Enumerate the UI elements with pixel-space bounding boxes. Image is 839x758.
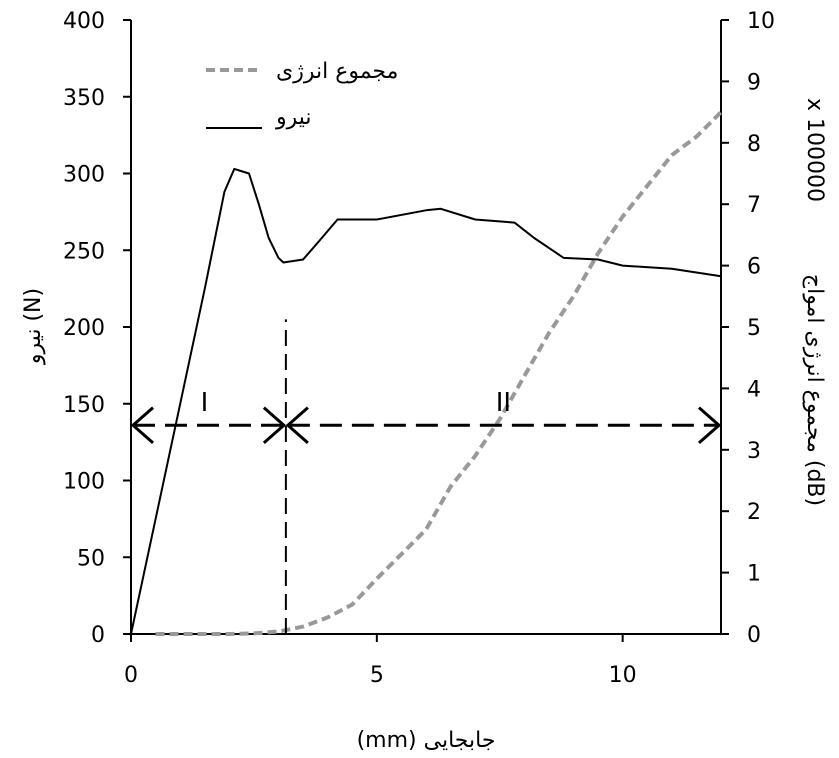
left-tick-label: 100 <box>63 470 105 495</box>
axes <box>131 20 721 634</box>
right-tick-label: 10 <box>747 9 775 34</box>
left-axis-title: نیرو (N) <box>21 288 46 365</box>
series-line-energy <box>156 112 721 634</box>
right-tick-label: 2 <box>747 500 761 525</box>
left-tick-label: 300 <box>63 163 105 188</box>
right-tick-label: 7 <box>747 193 761 218</box>
right-tick-label: 9 <box>747 70 761 95</box>
left-tick-label: 400 <box>63 9 105 34</box>
left-tick-label: 150 <box>63 393 105 418</box>
legend-label-force: نیرو <box>275 105 312 130</box>
right-tick-label: 4 <box>747 377 761 402</box>
left-tick-label: 200 <box>63 316 105 341</box>
left-tick-label: 0 <box>91 623 105 648</box>
x-tick-label: 10 <box>609 663 637 688</box>
right-tick-label: 5 <box>747 316 761 341</box>
x-axis-ticks: 0 5 10 <box>124 634 637 688</box>
right-tick-label: 3 <box>747 439 761 464</box>
right-axis-ticks: 0 1 2 3 4 5 6 7 8 9 10 <box>721 9 775 648</box>
legend: مجموع انرژی نیرو <box>206 59 398 130</box>
right-axis-title: مجموع انرژی امواج (dB) <box>802 274 827 506</box>
x-tick-label: 0 <box>124 663 138 688</box>
right-axis-multiplier: x 100000 <box>802 98 827 202</box>
region-label: II <box>496 388 511 418</box>
x-axis-title: جابجایی (mm) <box>357 728 496 753</box>
left-tick-label: 350 <box>63 86 105 111</box>
right-tick-label: 8 <box>747 132 761 157</box>
left-tick-label: 250 <box>63 239 105 264</box>
right-tick-label: 1 <box>747 562 761 587</box>
left-axis-ticks: 0 50 100 150 200 250 300 350 400 <box>63 9 131 648</box>
region-label: I <box>201 388 209 418</box>
series-layer <box>131 112 721 634</box>
left-tick-label: 50 <box>77 546 105 571</box>
x-tick-label: 5 <box>370 663 384 688</box>
right-tick-label: 0 <box>747 623 761 648</box>
legend-label-energy: مجموع انرژی <box>276 59 398 84</box>
right-tick-label: 6 <box>747 255 761 280</box>
series-line-force <box>131 169 721 634</box>
annotations: I II <box>133 319 719 634</box>
